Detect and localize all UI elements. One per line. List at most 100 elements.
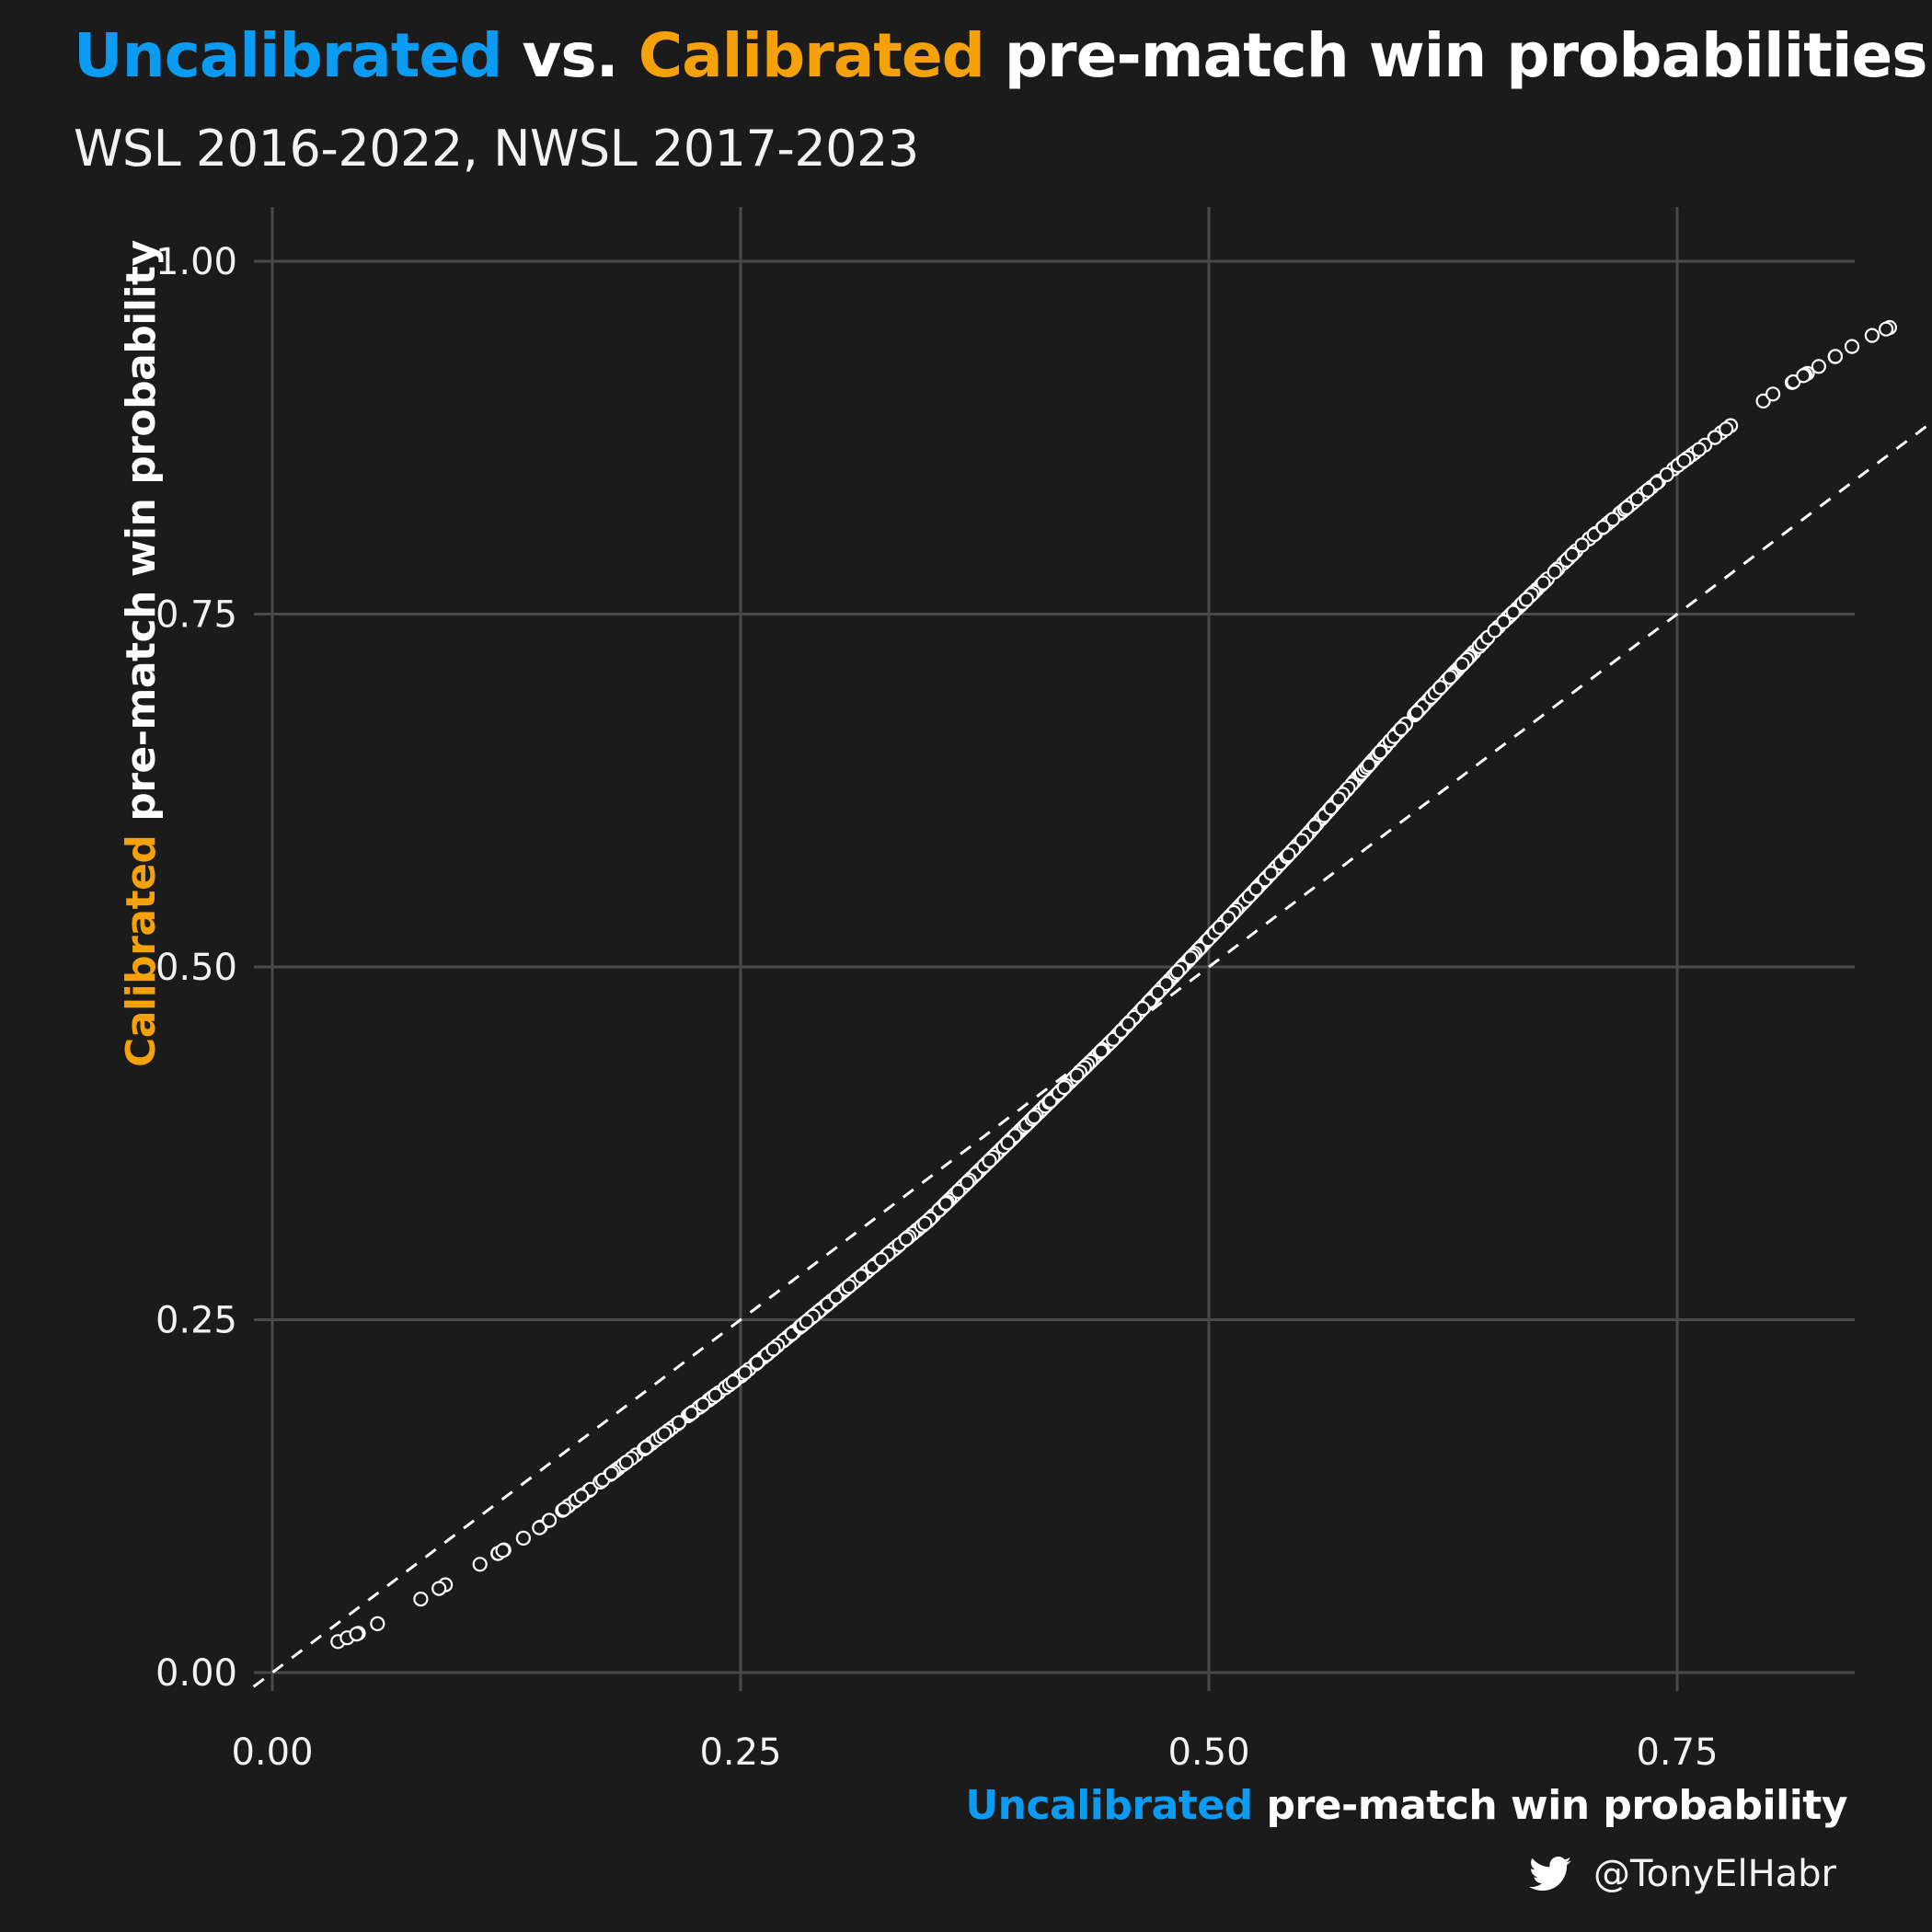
x-title-rest: pre-match win probability — [1252, 1782, 1847, 1829]
data-point — [1330, 791, 1347, 807]
y-title-rest: pre-match win probability — [118, 240, 165, 835]
data-point — [1432, 680, 1448, 696]
data-point — [1707, 430, 1723, 445]
data-point — [1505, 604, 1522, 620]
data-point — [1879, 321, 1894, 337]
data-point — [828, 1289, 844, 1305]
data-point — [1182, 950, 1199, 966]
data-point — [982, 1153, 997, 1168]
y-axis-title: Calibrated pre-match win probability — [118, 240, 165, 1067]
data-points — [330, 319, 1897, 1650]
data-point — [1604, 512, 1621, 527]
y-tick-label: 0.00 — [155, 1652, 237, 1695]
data-point — [495, 1543, 511, 1558]
data-point — [604, 1466, 619, 1481]
data-point — [1811, 359, 1827, 374]
data-point — [1150, 984, 1166, 1000]
y-title-highlight: Calibrated — [118, 834, 165, 1067]
title-calibrated: Calibrated — [638, 20, 985, 91]
data-point — [1069, 1067, 1085, 1083]
data-point — [532, 1520, 547, 1535]
data-point — [541, 1512, 558, 1528]
chart-subtitle: WSL 2016-2022, NWSL 2017-2023 — [74, 120, 919, 178]
x-axis-title: Uncalibrated pre-match win probability — [965, 1782, 1847, 1829]
data-point — [1026, 1109, 1042, 1125]
data-point — [472, 1557, 488, 1572]
data-point — [898, 1231, 914, 1247]
x-title-highlight: Uncalibrated — [965, 1782, 1253, 1829]
data-point — [1827, 349, 1844, 364]
data-point — [873, 1252, 890, 1268]
data-point — [737, 1364, 753, 1381]
caption: @TonyElHabr — [1529, 1853, 1836, 1895]
data-point — [413, 1591, 429, 1607]
chart-title: Uncalibrated vs. Calibrated pre-match wi… — [74, 20, 1928, 91]
data-point — [1574, 537, 1590, 553]
data-point — [1755, 393, 1771, 408]
x-tick-label: 0.00 — [231, 1731, 313, 1774]
data-point — [1564, 546, 1581, 562]
data-point — [349, 1626, 364, 1642]
data-point — [1796, 368, 1811, 384]
x-tick-label: 0.75 — [1636, 1731, 1718, 1774]
data-point — [799, 1314, 814, 1329]
data-point — [937, 1195, 954, 1212]
data-point — [1323, 800, 1339, 816]
data-point — [1121, 1016, 1136, 1031]
data-point — [431, 1581, 447, 1596]
data-point — [1000, 1134, 1016, 1151]
data-point — [1519, 592, 1535, 607]
data-point — [1169, 964, 1185, 980]
data-point — [1487, 623, 1502, 638]
data-point — [1496, 614, 1512, 630]
data-point — [749, 1354, 765, 1371]
data-point — [1676, 453, 1692, 468]
data-point — [1281, 847, 1296, 863]
x-tick-label: 0.50 — [1167, 1731, 1249, 1774]
data-point — [1442, 669, 1458, 685]
data-point — [1248, 880, 1264, 897]
data-point — [1373, 744, 1388, 760]
y-axis-ticks: 0.00 0.25 0.50 0.75 1.00 — [155, 241, 237, 1695]
data-point — [1393, 721, 1409, 737]
data-point — [1765, 386, 1781, 402]
data-point — [707, 1387, 723, 1403]
data-point — [1221, 910, 1236, 926]
data-point — [1629, 491, 1645, 507]
data-point — [1691, 442, 1707, 457]
data-point — [917, 1215, 933, 1232]
data-point — [1844, 339, 1860, 354]
data-point — [671, 1415, 687, 1431]
data-point — [1719, 421, 1734, 437]
data-point — [1659, 466, 1674, 483]
data-point — [618, 1455, 634, 1470]
data-point — [573, 1488, 590, 1504]
data-point — [370, 1616, 385, 1632]
data-point — [1294, 833, 1310, 848]
data-point — [1093, 1043, 1110, 1059]
data-point — [696, 1397, 711, 1412]
data-point — [841, 1279, 857, 1294]
data-point — [1547, 564, 1562, 580]
data-point — [1361, 757, 1377, 773]
data-point — [1618, 500, 1635, 516]
data-point — [1263, 865, 1279, 881]
y-tick-label: 0.25 — [155, 1300, 237, 1342]
data-point — [1134, 1001, 1151, 1017]
data-point — [556, 1501, 572, 1517]
y-tick-label: 0.50 — [155, 947, 237, 989]
data-point — [684, 1406, 699, 1421]
data-point — [1535, 575, 1551, 591]
data-point — [515, 1530, 532, 1547]
x-axis-ticks: 0.00 0.25 0.50 0.75 — [231, 1731, 1718, 1774]
y-tick-label: 0.75 — [155, 594, 237, 637]
data-point — [725, 1374, 742, 1390]
caption-handle: @TonyElHabr — [1593, 1853, 1836, 1895]
title-rest: pre-match win probabilities — [983, 20, 1928, 91]
grid-lines — [254, 207, 1855, 1691]
y-tick-label: 1.00 — [155, 241, 237, 283]
reference-line-identity — [252, 420, 1932, 1688]
data-point — [1595, 519, 1611, 535]
title-uncalibrated: Uncalibrated — [74, 20, 502, 91]
